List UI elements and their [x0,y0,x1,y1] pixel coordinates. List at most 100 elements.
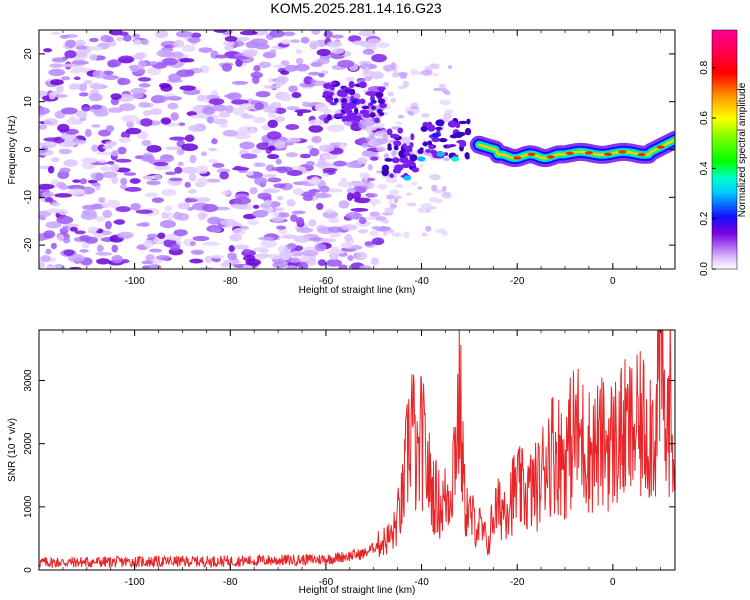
spectrogram-noise-cell [394,195,403,199]
spectrogram-noise-cell [224,45,235,51]
spectrogram-noise-cell [221,63,233,72]
spectrogram-noise-cell [300,36,310,44]
spectrogram-noise-cell [410,68,418,76]
spectrogram-noise-cell [40,255,51,263]
spectrogram-noise-cell [337,181,355,188]
chart-title: KOM5.2025.281.14.16.G23 [270,0,441,16]
spectrogram-noise-cell [81,157,98,164]
spectrogram-noise-cell [63,142,77,147]
spectrogram-transition-cell [425,149,431,153]
spectrogram-noise-cell [302,195,314,201]
spectrogram-noise-cell [71,60,89,65]
spectrogram-noise-cell [267,112,277,119]
spectrogram-noise-cell [273,64,287,69]
spectrogram-transition-cell [399,156,409,164]
spectrogram-noise-cell [339,178,347,183]
spectrogram-noise-cell [371,53,387,63]
spectrogram-noise-cell [160,84,173,92]
snr-frame [38,329,676,571]
spectrogram-noise-cell [141,139,152,147]
spectrogram-noise-cell [284,64,298,72]
spectrogram-noise-cell [421,113,430,118]
spectrogram-noise-cell [251,148,262,154]
spectrogram-noise-cell [438,83,446,90]
spectrogram-noise-cell [332,48,345,55]
spectrogram-noise-cell [364,66,370,74]
spectrogram-noise-cell [185,69,195,76]
spectrogram-noise-cell [115,158,132,163]
spectrogram-noise-cell [160,117,172,125]
spectrogram-noise-cell [169,136,186,141]
spectrogram-onset-cell [352,115,362,122]
spectrogram-noise-cell [81,106,92,112]
spectrogram-noise-cell [189,154,197,164]
spectrogram-transition-cell [411,162,416,167]
spectrogram-onset-cell [373,117,380,123]
spectrogram-onset-cell [379,88,385,93]
spectrogram-noise-cell [260,239,277,248]
spectrogram-noise-cell [311,135,322,144]
spectrogram-noise-cell [46,208,63,214]
spectrogram-ytick-label-0: -20 [23,237,34,252]
snr-ytick-label-1: 1000 [23,495,34,518]
spectrogram-noise-cell [383,81,389,87]
spectrogram-noise-cell [314,103,329,112]
spectrogram-noise-cell [56,215,74,225]
spectrogram-noise-cell [239,141,255,150]
spectrogram-transition-cell [393,140,402,147]
spectrogram-onset-cell [344,88,350,93]
spectrogram-noise-cell [129,178,141,184]
spectrogram-noise-cell [201,203,218,213]
spectrogram-noise-cell [39,183,55,190]
spectrogram-noise-cell [165,96,183,101]
spectrogram-transition-cell [389,133,400,139]
spectrogram-noise-cell [63,249,75,256]
spectrogram-noise-cell [212,118,228,125]
spectrogram-noise-cell [118,31,129,36]
spectrogram-noise-cell [102,74,120,81]
spectrogram-noise-cell [442,191,450,197]
spectrogram-noise-cell [356,157,368,165]
spectrogram-noise-cell [406,110,414,115]
spectrogram-noise-cell [285,152,298,158]
spectrogram-xtick-label-1: -80 [223,276,238,287]
spectrogram-noise-cell [340,224,358,231]
spectrogram-noise-cell [291,91,302,99]
spectrogram-noise-cell [281,234,298,239]
spectrogram-noise-cell [162,57,178,66]
spectrogram-noise-cell [148,248,162,253]
spectrogram-noise-cell [286,264,298,269]
spectrogram-noise-cell [134,52,145,60]
spectrogram-ytick-label-3: 10 [23,96,34,108]
spectrogram-onset-cell [379,102,387,109]
spectrogram-noise-cell [385,177,398,183]
spectrogram-noise-cell [299,83,316,88]
spectrogram-noise-cell [96,151,113,156]
spectrogram-noise-cell [231,80,249,86]
spectrogram-noise-cell [88,37,99,43]
spectrogram-transition-core [417,156,426,162]
spectrogram-noise-cell [43,230,56,239]
spectrogram-noise-cell [39,107,51,115]
spectrogram-noise-cell [339,142,346,150]
spectrogram-noise-cell [384,207,394,215]
colorbar-tick-label-3: 0.6 [699,111,710,125]
spectrogram-noise-cell [175,30,193,38]
spectrogram-noise-cell [237,126,256,135]
spectrogram-noise-cell [117,146,127,155]
spectrogram-x-axis-title: Height of straight line (km) [299,285,416,296]
spectrogram-noise-cell [256,142,272,150]
spectrogram-noise-cell [287,137,301,143]
spectrogram-noise-cell [252,116,266,124]
spectrogram-noise-cell [376,184,388,190]
spectrogram-noise-cell [276,212,290,218]
spectrogram-noise-cell [425,208,432,213]
spectrogram-noise-cell [249,187,258,195]
spectrogram-noise-cell [146,180,161,186]
spectrogram-noise-cell [188,124,203,132]
spectrogram-noise-cell [116,37,124,42]
spectrogram-noise-cell [243,50,257,58]
spectrogram-noise-cell [245,258,262,266]
spectrogram-transition-cell [401,163,411,169]
